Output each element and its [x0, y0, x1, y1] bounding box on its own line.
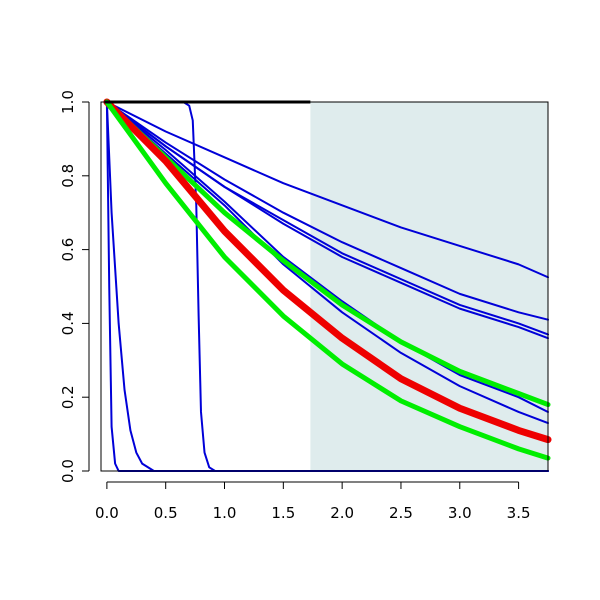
series-line-8 [105, 101, 549, 413]
series-line-7 [105, 101, 549, 340]
x-tick-label: 2.5 [389, 504, 413, 522]
shaded-region [310, 102, 548, 471]
series-line-4 [105, 101, 549, 279]
series-line-12 [104, 99, 551, 461]
x-tick-label: 1.5 [271, 504, 295, 522]
series-line-10 [104, 99, 551, 408]
x-axis: 0.0 0.5 1.0 1.5 2.0 2.5 3.0 3.5 [95, 481, 531, 522]
series-line-9 [105, 101, 549, 425]
series-line-2 [105, 101, 549, 472]
plot-frame [100, 101, 549, 472]
x-tick-label: 1.0 [213, 504, 237, 522]
y-tick-label: 0.0 [59, 459, 77, 483]
y-tick-label: 0.2 [59, 385, 77, 409]
x-tick-label: 3.5 [507, 504, 531, 522]
y-tick-label: 0.4 [59, 311, 77, 335]
y-axis: 0.0 0.2 0.4 0.6 0.8 1.0 [59, 90, 90, 483]
x-tick-label: 0.5 [154, 504, 178, 522]
series-line-3 [105, 101, 549, 472]
y-tick-label: 0.6 [59, 238, 77, 262]
series-line-11 [103, 98, 552, 444]
series-line-5 [105, 101, 549, 321]
y-tick-label: 1.0 [59, 90, 77, 114]
x-tick-label: 2.0 [330, 504, 354, 522]
x-tick-label: 3.0 [448, 504, 472, 522]
x-tick-label: 0.0 [95, 504, 119, 522]
series-layer [103, 98, 552, 472]
y-tick-label: 0.8 [59, 164, 77, 188]
